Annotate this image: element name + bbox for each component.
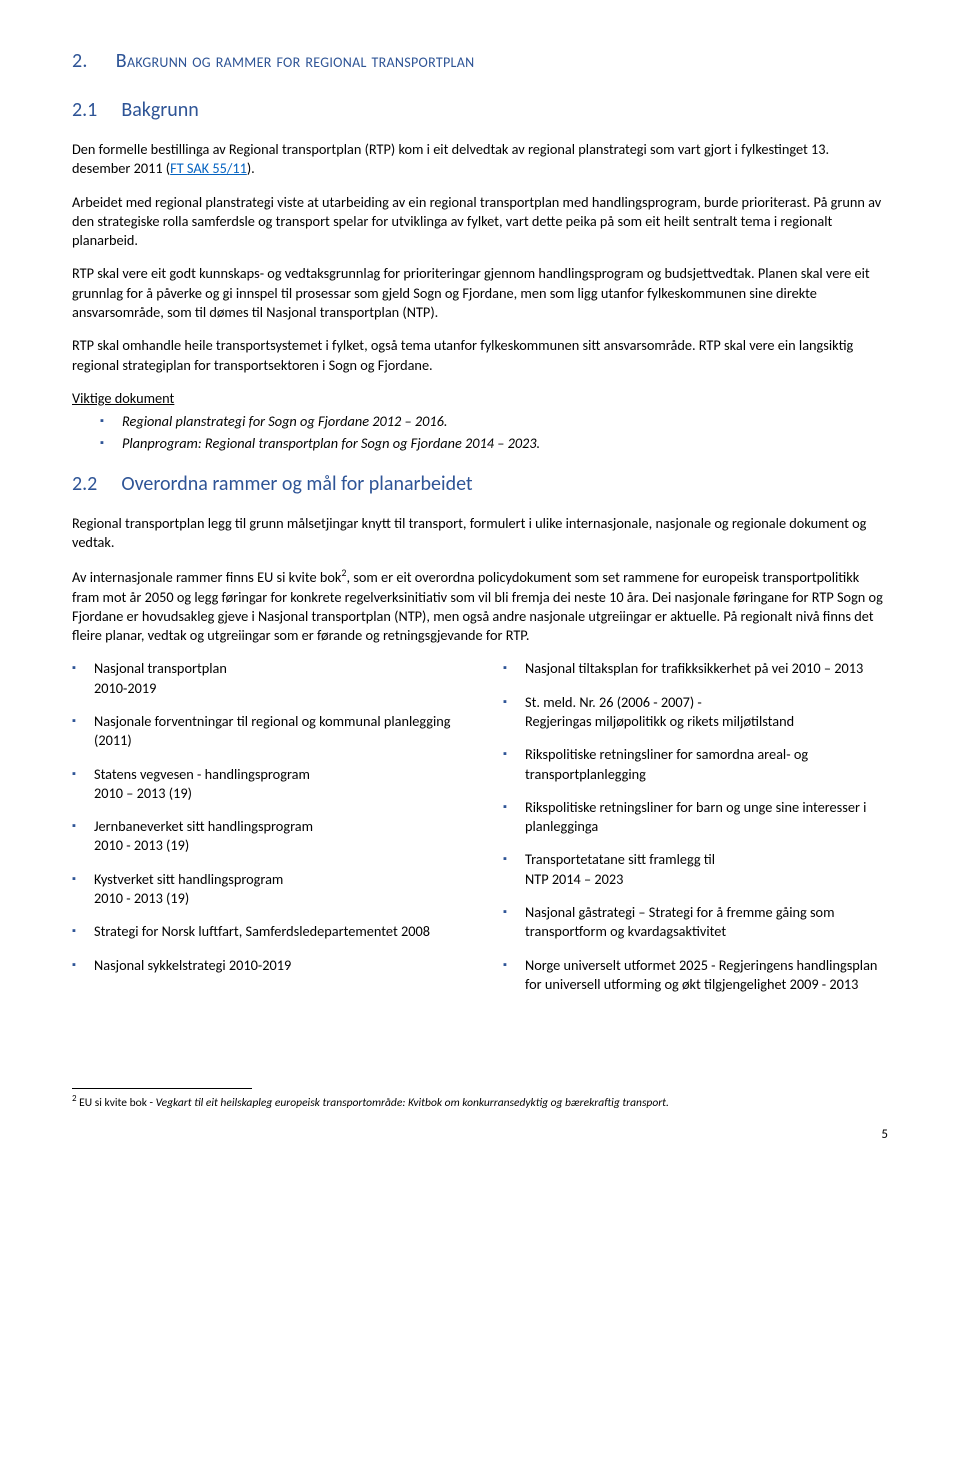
list-item: Planprogram: Regional transportplan for … [100, 434, 888, 453]
list-item: Rikspolitiske retningsliner for samordna… [503, 745, 888, 784]
subsection-title: Overordna rammer og mål for planarbeidet [121, 472, 472, 496]
list-item: Regional planstrategi for Sogn og Fjorda… [100, 412, 888, 431]
list-item: St. meld. Nr. 26 (2006 - 2007) -Regjerin… [503, 693, 888, 732]
page-number: 5 [72, 1126, 888, 1144]
list-item: Strategi for Norsk luftfart, Samferdsled… [72, 922, 457, 941]
list-item: Jernbaneverket sitt handlingsprogram2010… [72, 817, 457, 856]
list-item: Kystverket sitt handlingsprogram2010 - 2… [72, 870, 457, 909]
body-paragraph: RTP skal vere eit godt kunnskaps- og ved… [72, 264, 888, 322]
documents-list: Regional planstrategi for Sogn og Fjorda… [100, 412, 888, 453]
section-number: 2. [72, 49, 88, 73]
list-item: Statens vegvesen - handlingsprogram2010 … [72, 765, 457, 804]
subsection-number: 2.1 [72, 98, 97, 122]
list-item: Nasjonale forventningar til regional og … [72, 712, 457, 751]
list-item: Norge universelt utformet 2025 - Regjeri… [503, 956, 888, 995]
list-item: Nasjonal gåstrategi – Strategi for å fre… [503, 903, 888, 942]
footnote-rule [72, 1088, 252, 1089]
list-item: Nasjonal transportplan2010-2019 [72, 659, 457, 698]
list-item: Transportetatane sitt framlegg tilNTP 20… [503, 850, 888, 889]
subsection-number: 2.2 [72, 472, 97, 496]
two-column-list: Nasjonal transportplan2010-2019 Nasjonal… [72, 659, 888, 1008]
section-heading: 2. Bakgrunn og rammer for regional transp… [72, 48, 888, 75]
body-paragraph: Arbeidet med regional planstrategi viste… [72, 193, 888, 251]
reference-link[interactable]: FT SAK 55/11 [170, 159, 247, 177]
subsection-title: Bakgrunn [121, 98, 198, 122]
body-paragraph: Av internasjonale rammer finns EU si kvi… [72, 566, 888, 645]
left-column: Nasjonal transportplan2010-2019 Nasjonal… [72, 659, 457, 1008]
footnote: 2 EU si kvite bok - Vegkart til eit heil… [72, 1093, 888, 1111]
list-item: Nasjonal tiltaksplan for trafikksikkerhe… [503, 659, 888, 678]
body-paragraph: Regional transportplan legg til grunn må… [72, 514, 888, 553]
list-item: Nasjonal sykkelstrategi 2010-2019 [72, 956, 457, 975]
body-paragraph: RTP skal omhandle heile transportsysteme… [72, 336, 888, 375]
documents-heading: Viktige dokument [72, 389, 888, 408]
list-item: Rikspolitiske retningsliner for barn og … [503, 798, 888, 837]
section-title: Bakgrunn og rammer for regional transpor… [116, 49, 475, 73]
subsection-heading: 2.2 Overordna rammer og mål for planarbei… [72, 471, 888, 498]
body-paragraph: Den formelle bestillinga av Regional tra… [72, 140, 888, 179]
subsection-heading: 2.1 Bakgrunn [72, 97, 888, 124]
right-column: Nasjonal tiltaksplan for trafikksikkerhe… [503, 659, 888, 1008]
